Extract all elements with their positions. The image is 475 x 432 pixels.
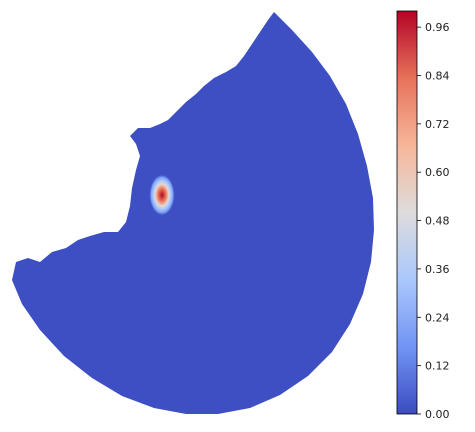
colorbar-tick-label: 0.48 (425, 215, 450, 228)
colorbar-tick-label: 0.96 (425, 21, 450, 34)
colorbar-tick-label: 0.60 (425, 166, 450, 179)
colorbar-tick-label: 0.36 (425, 263, 450, 276)
colorbar-ticks: 0.00 0.12 0.24 0.36 0.48 0.60 0.72 0.84 0.96 (417, 21, 450, 421)
colorbar-ramp (396, 10, 418, 415)
colorbar-tick-label: 0.24 (425, 311, 450, 324)
colorbar-tick-label: 0.12 (425, 360, 450, 373)
field-peak (149, 174, 175, 216)
colorbar-tick-label: 0.84 (425, 69, 450, 82)
colorbar: 0.00 0.12 0.24 0.36 0.48 0.60 0.72 0.84 0.96 (396, 10, 450, 421)
field-domain (12, 12, 374, 414)
colorbar-tick-label: 0.72 (425, 118, 450, 131)
colorbar-tick-label: 0.00 (425, 408, 450, 421)
